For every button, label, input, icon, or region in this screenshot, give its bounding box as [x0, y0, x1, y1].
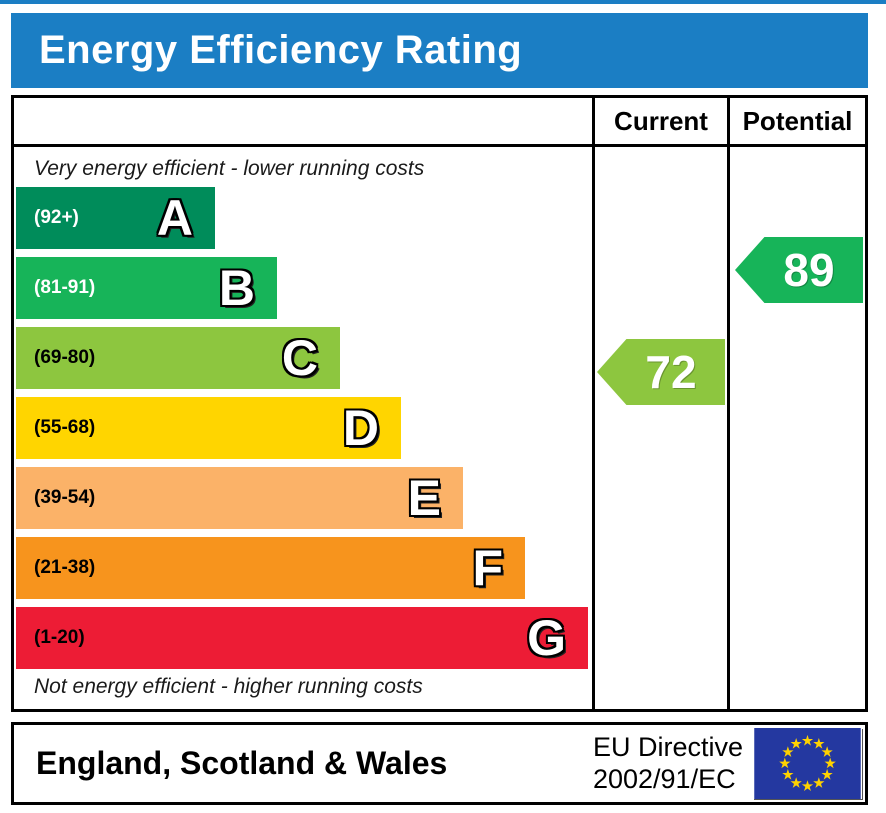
current-rating-arrow: 72	[597, 339, 725, 405]
eu-directive-label: EU Directive 2002/91/EC	[593, 732, 743, 796]
band-row-F: (21-38) F	[14, 537, 592, 599]
band-list: (92+) A (81-91) B (69-80) C (55-68) D (39-54) E (2…	[14, 187, 592, 669]
band-bar-A: (92+) A	[16, 187, 215, 249]
band-row-C: (69-80) C	[14, 327, 592, 389]
band-range-label: (81-91)	[34, 277, 96, 298]
band-bar-F: (21-38) F	[16, 537, 525, 599]
current-rating-value: 72	[645, 346, 697, 398]
band-letter: E	[407, 470, 441, 526]
band-letter: F	[472, 540, 503, 596]
rating-table: Current Potential Very energy efficient …	[11, 95, 868, 712]
table-body: Very energy efficient - lower running co…	[14, 147, 865, 709]
band-letter: B	[218, 260, 255, 316]
band-bar-E: (39-54) E	[16, 467, 463, 529]
bottom-caption: Not energy efficient - higher running co…	[34, 675, 423, 698]
band-letter: D	[342, 400, 379, 456]
band-range-label: (55-68)	[34, 417, 96, 438]
band-letter: C	[281, 330, 318, 386]
band-row-E: (39-54) E	[14, 467, 592, 529]
bands-column: Very energy efficient - lower running co…	[14, 147, 592, 709]
band-letter: G	[527, 610, 566, 666]
table-header-row: Current Potential	[14, 98, 865, 147]
current-column: 72	[592, 147, 727, 709]
eu-directive-line2: 2002/91/EC	[592, 763, 736, 794]
band-bar-G: (1-20) G	[16, 607, 588, 669]
band-letter: A	[156, 190, 193, 246]
potential-column: 89	[727, 147, 865, 709]
band-row-B: (81-91) B	[14, 257, 592, 319]
page-title: Energy Efficiency Rating	[39, 28, 523, 72]
band-row-G: (1-20) G	[14, 607, 592, 669]
top-border-strip	[0, 0, 886, 4]
band-range-label: (69-80)	[34, 347, 96, 368]
footer-bar: England, Scotland & Wales EU Directive 2…	[11, 722, 868, 805]
band-bar-C: (69-80) C	[16, 327, 340, 389]
band-range-label: (39-54)	[34, 487, 96, 508]
potential-rating-value: 89	[783, 244, 835, 296]
band-bar-D: (55-68) D	[16, 397, 401, 459]
top-caption: Very energy efficient - lower running co…	[34, 157, 425, 180]
band-range-label: (21-38)	[34, 557, 96, 578]
band-row-D: (55-68) D	[14, 397, 592, 459]
band-bar-B: (81-91) B	[16, 257, 277, 319]
region-label: England, Scotland & Wales	[36, 745, 448, 781]
eu-flag-icon	[754, 728, 861, 799]
title-bar: Energy Efficiency Rating	[11, 13, 868, 88]
band-range-label: (1-20)	[34, 627, 85, 648]
bands-header-cell	[14, 98, 592, 144]
band-row-A: (92+) A	[14, 187, 592, 249]
current-column-header: Current	[592, 98, 727, 144]
potential-column-header: Potential	[727, 98, 865, 144]
band-range-label: (92+)	[34, 207, 79, 228]
potential-rating-arrow: 89	[735, 237, 863, 303]
eu-directive-line1: EU Directive	[592, 731, 743, 762]
